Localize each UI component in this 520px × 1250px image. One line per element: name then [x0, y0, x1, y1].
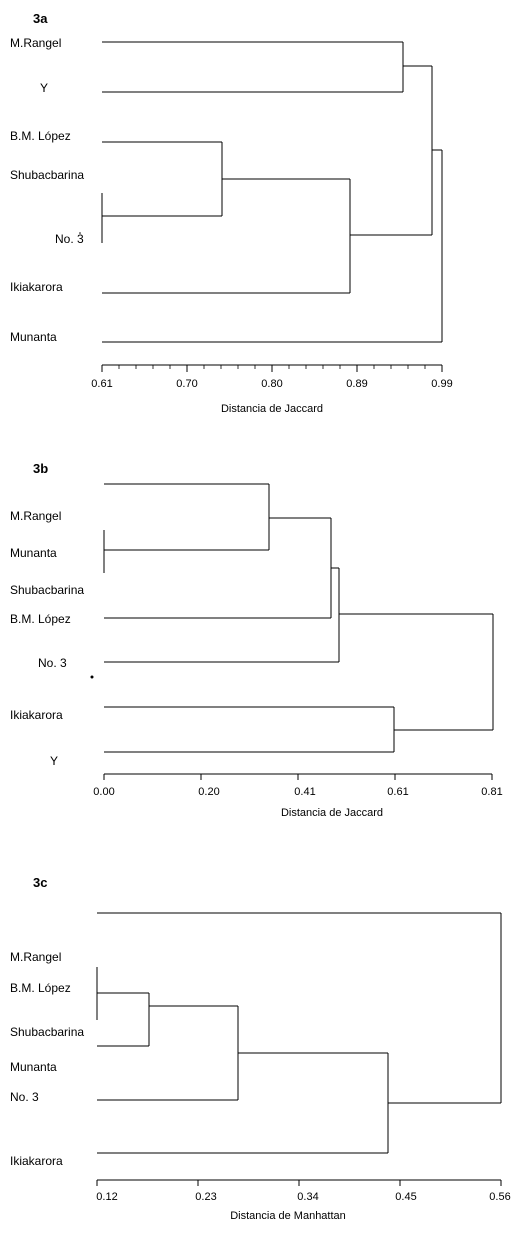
leaf-label-munanta-3c: Munanta [10, 1060, 57, 1074]
panel-title-3b: 3b [33, 461, 48, 476]
panel-3a: 3a M.Rangel Y B.M. López Shubacbarina No… [10, 11, 453, 415]
leaf-label-shubacbarina-3a: Shubacbarina [10, 168, 84, 182]
leaf-label-m-rangel-3a: M.Rangel [10, 36, 61, 50]
leaf-label-bm-lopez-3c: B.M. López [10, 981, 71, 995]
stray-dot [79, 232, 81, 234]
x-tick-label-3c: 0.56 [489, 1191, 510, 1203]
x-tick-label-3a: 0.61 [91, 378, 112, 390]
panel-title-3a: 3a [33, 11, 48, 26]
panel-3c: 3c M.Rangel B.M. López Shubacbarina Muna… [10, 875, 511, 1222]
x-axis-ticks-3b [103, 774, 493, 780]
leaf-label-y-3a: Y [40, 81, 48, 95]
x-tick-label-3a: 0.80 [261, 378, 282, 390]
x-axis-ticks-3c [96, 1180, 502, 1186]
x-tick-label-3c: 0.12 [96, 1191, 117, 1203]
leaf-label-shubacbarina-3b: Shubacbarina [10, 583, 84, 597]
leaf-label-m-rangel-3c: M.Rangel [10, 950, 61, 964]
leaf-label-y-3b: Y [50, 754, 58, 768]
x-tick-label-3a: 0.99 [431, 378, 452, 390]
leaf-label-bm-lopez-3b: B.M. López [10, 612, 71, 626]
leaf-label-munanta-3b: Munanta [10, 546, 57, 560]
x-tick-label-3a: 0.89 [346, 378, 367, 390]
x-tick-label-3c: 0.34 [297, 1191, 318, 1203]
x-axis-label-3c: Distancia de Manhattan [230, 1210, 346, 1222]
x-tick-label-3b: 0.61 [387, 786, 408, 798]
panel-3b: 3b M.Rangel Munanta Shubacbarina B.M. Ló… [10, 461, 503, 819]
leaf-label-no3-3a: No. 3 [55, 232, 84, 246]
leaf-label-no3-3b: No. 3 [38, 656, 67, 670]
x-axis-ticks-3a [101, 365, 443, 372]
leaf-label-shubacbarina-3c: Shubacbarina [10, 1025, 84, 1039]
x-tick-label-3b: 0.41 [294, 786, 315, 798]
leaf-label-munanta-3a: Munanta [10, 330, 57, 344]
x-tick-label-3c: 0.45 [395, 1191, 416, 1203]
x-tick-label-3c: 0.23 [195, 1191, 216, 1203]
x-tick-label-3a: 0.70 [176, 378, 197, 390]
leaf-label-ikiakarora-3b: Ikiakarora [10, 708, 63, 722]
leaf-label-bm-lopez-3a: B.M. López [10, 129, 71, 143]
x-axis-label-3b: Distancia de Jaccard [281, 807, 383, 819]
stray-dot [90, 675, 94, 679]
x-axis-label-3a: Distancia de Jaccard [221, 403, 323, 415]
leaf-label-m-rangel-3b: M.Rangel [10, 509, 61, 523]
leaf-label-no3-3c: No. 3 [10, 1090, 39, 1104]
panel-title-3c: 3c [33, 875, 47, 890]
x-tick-label-3b: 0.00 [93, 786, 114, 798]
leaf-label-ikiakarora-3c: Ikiakarora [10, 1154, 63, 1168]
x-tick-label-3b: 0.20 [198, 786, 219, 798]
leaf-label-ikiakarora-3a: Ikiakarora [10, 280, 63, 294]
x-tick-label-3b: 0.81 [481, 786, 502, 798]
